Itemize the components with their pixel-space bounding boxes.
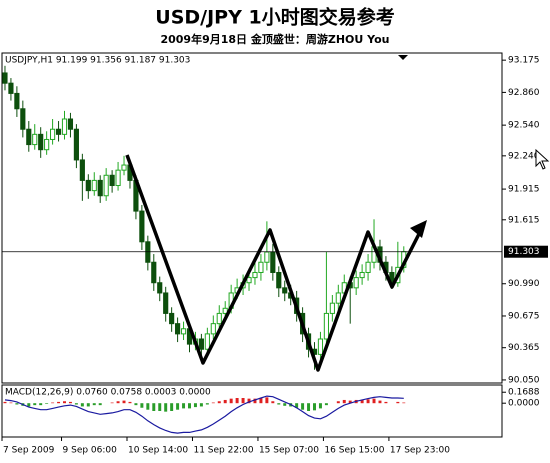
candle-body	[258, 261, 264, 273]
y-tick-label: 90.365	[508, 343, 540, 353]
candle-body	[365, 261, 371, 273]
candle-body	[103, 174, 109, 197]
candle-body	[353, 277, 359, 289]
candle-body	[44, 138, 50, 151]
macd-y-tick-label: 0.0000	[508, 399, 540, 409]
candle-body	[85, 179, 91, 192]
candle-body	[8, 82, 14, 94]
candle-body	[264, 251, 270, 263]
candle-body	[32, 133, 38, 146]
candle-body	[210, 323, 216, 335]
mouse-cursor	[535, 148, 550, 170]
arrow-head	[410, 220, 427, 238]
candle-body	[20, 108, 26, 130]
candle-body	[139, 210, 145, 243]
candle-body	[246, 277, 252, 284]
macd-y-tick-label: 0.1688	[508, 388, 540, 398]
candle-body	[216, 312, 222, 325]
candle-body	[38, 133, 44, 151]
y-tick-label: 92.860	[508, 88, 540, 98]
candle-body	[317, 338, 324, 355]
macd-line	[4, 395, 404, 434]
macd-info: MACD(12,26,9) 0.0760 0.0758 0.0003 0.000…	[5, 388, 211, 398]
candle-body	[323, 312, 329, 340]
candle-body	[91, 179, 97, 192]
candle-body	[14, 92, 20, 110]
last-price-box	[504, 245, 548, 258]
price-panel	[1, 52, 503, 384]
candle-body	[180, 328, 187, 335]
candle-body	[335, 292, 341, 304]
y-tick-label: 93.175	[508, 56, 540, 66]
candle-body	[163, 292, 169, 314]
x-tick-label: 11 Sep 22:00	[193, 446, 253, 456]
x-tick-label: 9 Sep 06:00	[63, 446, 118, 456]
candle-body	[222, 307, 228, 314]
candle-body	[157, 282, 163, 294]
candle-body	[97, 179, 103, 197]
candle-body	[109, 174, 115, 187]
x-tick-label: 10 Sep 14:00	[128, 446, 188, 456]
candle-body	[252, 271, 258, 279]
candle-body	[151, 261, 157, 284]
y-tick-label: 92.540	[508, 121, 540, 131]
candle-body	[276, 271, 282, 289]
price-info: USDJPY,H1 91.199 91.356 91.187 91.303	[5, 56, 190, 66]
chart-subtitle: 2009年9月18日 金顶盛世：周游ZHOU You	[160, 32, 389, 46]
candle-body	[282, 287, 288, 294]
shift-marker	[398, 55, 408, 60]
candle-body	[73, 128, 79, 161]
candle-body	[67, 118, 74, 130]
candle-body	[50, 128, 56, 140]
candle-body	[121, 164, 127, 171]
x-tick-label: 16 Sep 15:00	[324, 446, 384, 456]
x-tick-label: 15 Sep 07:00	[259, 446, 319, 456]
zigzag-annotation	[125, 154, 422, 372]
candle-body	[329, 302, 335, 314]
x-tick-label: 17 Sep 23:00	[390, 446, 450, 456]
candle-body	[61, 118, 68, 135]
candle-body	[79, 159, 85, 181]
candle-body	[175, 323, 181, 335]
x-tick-label: 7 Sep 2009	[3, 446, 55, 456]
candle-body	[2, 72, 8, 84]
candle-body	[115, 169, 121, 187]
macd-panel	[1, 384, 503, 438]
y-tick-label: 91.915	[508, 185, 540, 195]
y-tick-label: 92.240	[508, 151, 540, 161]
y-tick-label: 90.675	[508, 311, 540, 321]
candle-body	[198, 338, 204, 350]
candle-body	[270, 251, 276, 273]
candle-body	[55, 128, 62, 135]
candle-body	[359, 271, 365, 279]
y-tick-label: 90.050	[508, 375, 540, 385]
y-tick-label: 91.615	[508, 215, 540, 225]
candle-body	[204, 333, 210, 350]
candle-body	[169, 312, 175, 325]
candle-body	[26, 128, 32, 146]
chart-title: USD/JPY 1小时图交易参考	[155, 6, 394, 29]
last-price-label: 91.303	[508, 247, 540, 257]
y-tick-label: 90.990	[508, 279, 540, 289]
